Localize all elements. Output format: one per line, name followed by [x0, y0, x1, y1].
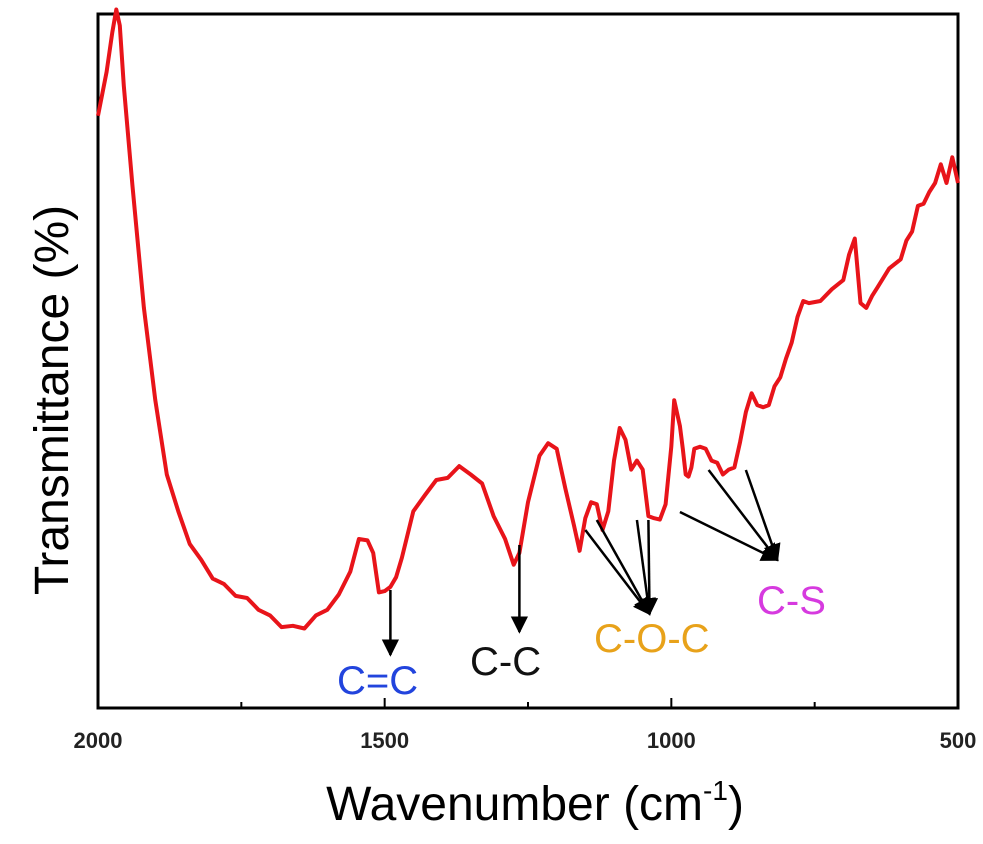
- y-axis-title: Transmittance (%): [26, 205, 79, 595]
- x-axis-title-superscript: -1: [703, 775, 728, 806]
- annotation-arrow: [744, 469, 781, 562]
- x-axis-title: Wavenumber (cm-1): [326, 775, 744, 831]
- transmittance-line: [96, 7, 960, 631]
- x-axis-title-close: ): [728, 778, 744, 831]
- plot-area: [96, 12, 960, 710]
- annotation-arrows: [381, 469, 781, 657]
- annotation-arrow: [595, 519, 651, 616]
- x-tick-label: 2000: [74, 728, 123, 753]
- x-tick-label: 500: [940, 728, 977, 753]
- annotation-c-c: C-C: [470, 640, 541, 684]
- annotation-c-o-c: C-O-C: [594, 617, 710, 661]
- series-layer: [96, 7, 960, 631]
- plot-frame: [96, 12, 960, 710]
- annotation-arrow: [707, 469, 779, 562]
- x-tick-label: 1500: [360, 728, 409, 753]
- annotation-c-double-c: C=C: [337, 659, 418, 703]
- annotation-c-s: C-S: [757, 579, 826, 623]
- x-axis-ticks: 2000 1500 1000 500: [74, 698, 977, 753]
- x-tick-label: 1000: [647, 728, 696, 753]
- x-axis-title-main: Wavenumber (cm: [326, 778, 703, 831]
- annotation-arrow: [640, 519, 659, 616]
